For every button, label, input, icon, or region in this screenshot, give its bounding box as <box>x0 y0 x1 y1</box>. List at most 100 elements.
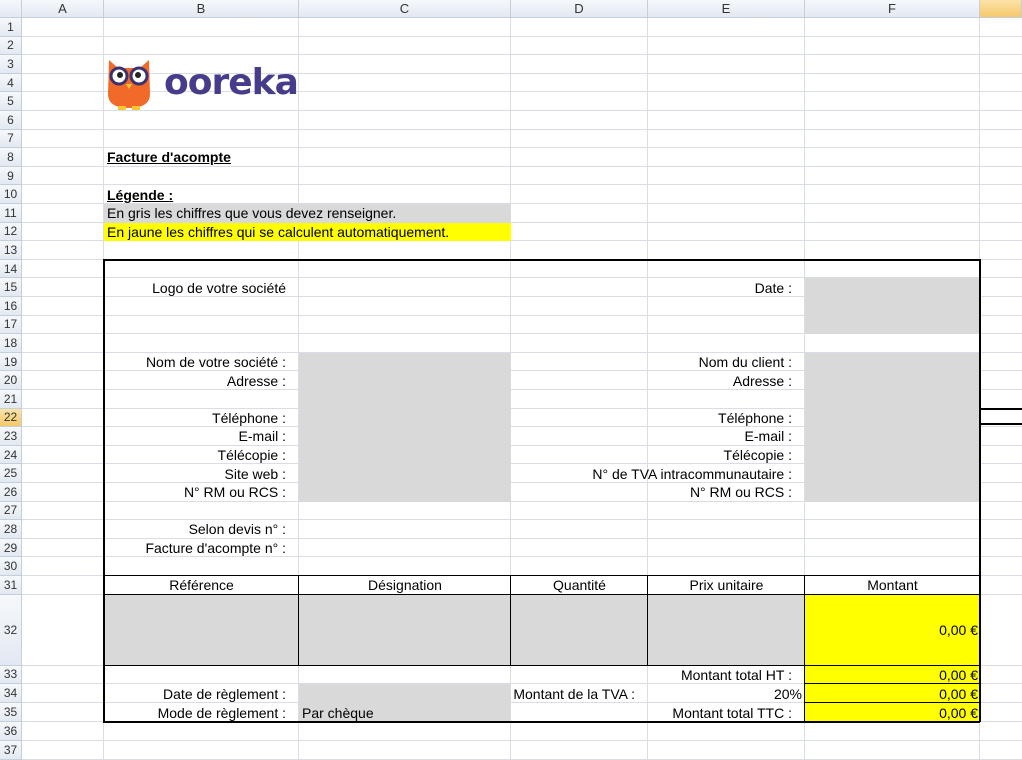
column-header[interactable]: B <box>104 0 299 18</box>
cell-B28: Selon devis n° : <box>188 521 286 538</box>
owl-icon <box>108 60 150 110</box>
cell-E22: Téléphone : <box>718 409 792 426</box>
cell-E24: Télécopie : <box>723 447 792 464</box>
select-all-corner[interactable] <box>0 0 22 18</box>
row-header[interactable]: 24 <box>0 445 22 465</box>
cell-B8: Facture d'acompte <box>107 149 231 166</box>
cell-fill-gray <box>299 352 511 502</box>
row-header[interactable]: 32 <box>0 594 22 666</box>
row-header[interactable]: 28 <box>0 520 22 539</box>
cell-border <box>805 683 980 685</box>
selected-cell[interactable] <box>979 407 1022 426</box>
cell-E23: E-mail : <box>744 428 792 445</box>
cell-E35: Montant total TTC : <box>672 704 792 721</box>
row-header[interactable]: 19 <box>0 352 22 372</box>
cell-border <box>298 576 299 666</box>
row-header[interactable]: 27 <box>0 501 22 521</box>
cell-C31: Désignation <box>368 577 442 594</box>
cell-border <box>104 664 980 666</box>
row-header[interactable]: 18 <box>0 334 22 353</box>
cell-E25: N° de TVA intracommunautaire : <box>592 465 792 482</box>
gridline <box>22 519 1022 521</box>
row-header[interactable]: 8 <box>0 148 22 167</box>
cell-B10: Légende : <box>107 186 174 203</box>
row-header[interactable]: 22 <box>0 408 22 428</box>
cell-B34: Date de règlement : <box>163 685 286 702</box>
cell-E19: Nom du client : <box>698 354 792 371</box>
row-header[interactable]: 33 <box>0 665 22 685</box>
row-header[interactable]: 15 <box>0 278 22 297</box>
cell-B15: Logo de votre société <box>152 279 286 296</box>
row-header[interactable]: 31 <box>0 576 22 595</box>
row-header[interactable]: 13 <box>0 241 22 260</box>
cell-B25: Site web : <box>224 465 286 482</box>
cell-border <box>804 665 805 722</box>
row-header[interactable]: 17 <box>0 315 22 335</box>
gridline <box>22 683 1022 685</box>
gridline <box>22 221 1022 223</box>
row-header[interactable]: 30 <box>0 557 22 576</box>
cell-B11: En gris les chiffres que vous devez rens… <box>107 205 397 222</box>
row-header[interactable]: 34 <box>0 684 22 704</box>
row-header[interactable]: 2 <box>0 36 22 56</box>
row-header[interactable]: 5 <box>0 92 22 111</box>
row-header[interactable]: 6 <box>0 111 22 130</box>
row-header[interactable]: 36 <box>0 722 22 741</box>
row-header[interactable]: 1 <box>0 18 22 37</box>
row-header[interactable]: 14 <box>0 259 22 279</box>
row-header[interactable]: 29 <box>0 538 22 558</box>
gridline <box>22 482 1022 483</box>
cell-B35: Mode de règlement : <box>157 704 286 721</box>
cell-border <box>104 593 980 595</box>
row-header[interactable]: 23 <box>0 427 22 446</box>
cell-border <box>647 576 648 666</box>
cell-fill-gray <box>805 278 980 335</box>
cell-fill-yellow <box>104 222 511 242</box>
row-header[interactable]: 16 <box>0 297 22 316</box>
row-header[interactable]: 20 <box>0 371 22 390</box>
column-header[interactable] <box>980 0 1022 18</box>
cell-fill-gray <box>805 352 980 502</box>
gridline <box>298 18 299 759</box>
column-header[interactable]: F <box>805 0 980 18</box>
row-header[interactable]: 21 <box>0 390 22 409</box>
cell-F32: 0,00 € <box>939 622 978 639</box>
cell-fill-gray <box>104 594 805 666</box>
row-header[interactable]: 9 <box>0 166 22 186</box>
row-header[interactable]: 37 <box>0 740 22 760</box>
cell-B29: Facture d'acompte n° : <box>145 540 286 557</box>
cell-E20: Adresse : <box>732 372 792 389</box>
row-header[interactable]: 7 <box>0 129 22 149</box>
gridline <box>22 389 1022 390</box>
gridline <box>22 314 1022 316</box>
row-header[interactable]: 12 <box>0 222 22 242</box>
gridline <box>22 147 1022 149</box>
row-header[interactable]: 25 <box>0 464 22 483</box>
gridline <box>22 407 1022 409</box>
logo-text: ooreka <box>164 61 299 103</box>
cell-border <box>103 721 980 723</box>
cell-F33: 0,00 € <box>939 666 978 683</box>
row-header[interactable]: 3 <box>0 55 22 74</box>
gridline <box>22 426 1022 428</box>
row-header[interactable]: 26 <box>0 483 22 502</box>
column-header[interactable]: D <box>511 0 648 18</box>
ooreka-logo: ooreka <box>104 54 299 110</box>
gridline <box>804 18 805 759</box>
gridline <box>22 333 1022 335</box>
column-header[interactable]: C <box>299 0 511 18</box>
gridline <box>22 351 1022 353</box>
cell-B12: En jaune les chiffres qui se calculent a… <box>107 223 450 240</box>
row-header[interactable]: 10 <box>0 185 22 204</box>
row-header[interactable]: 11 <box>0 204 22 223</box>
column-header[interactable]: A <box>22 0 104 18</box>
column-header[interactable]: E <box>648 0 805 18</box>
cell-C35[interactable]: Par chèque <box>302 704 374 721</box>
cell-border <box>103 258 105 722</box>
row-header[interactable]: 35 <box>0 703 22 722</box>
gridline <box>22 240 1022 242</box>
row-header[interactable]: 4 <box>0 73 22 93</box>
gridline <box>22 203 1022 204</box>
gridline <box>22 277 1022 279</box>
